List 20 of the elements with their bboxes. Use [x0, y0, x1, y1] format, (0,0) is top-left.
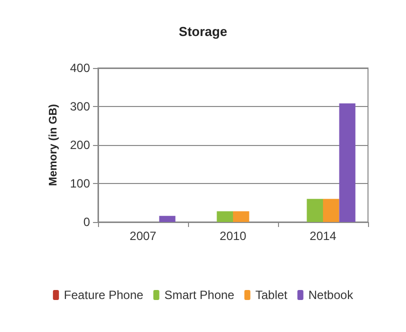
x-tick-label: 2014: [310, 229, 337, 243]
bar: [339, 103, 356, 222]
legend-label: Smart Phone: [164, 288, 235, 302]
legend-label: Feature Phone: [64, 288, 144, 302]
y-tick-label: 300: [70, 100, 90, 114]
bar: [306, 198, 323, 222]
x-tick-label: 2010: [220, 229, 247, 243]
y-tick-label: 200: [70, 138, 90, 152]
bar: [233, 211, 250, 222]
y-axis-title: Memory (in GB): [48, 104, 60, 186]
y-tick-label: 400: [70, 61, 90, 75]
chart-title: Storage: [178, 24, 228, 39]
legend-label: Netbook: [308, 288, 354, 302]
x-tick-label: 2007: [130, 229, 157, 243]
y-tick-label: 0: [83, 215, 90, 229]
y-tick-label: 100: [70, 176, 90, 190]
bar: [159, 216, 176, 222]
bar: [323, 198, 340, 222]
legend-label: Tablet: [255, 288, 288, 302]
bar: [216, 211, 233, 222]
